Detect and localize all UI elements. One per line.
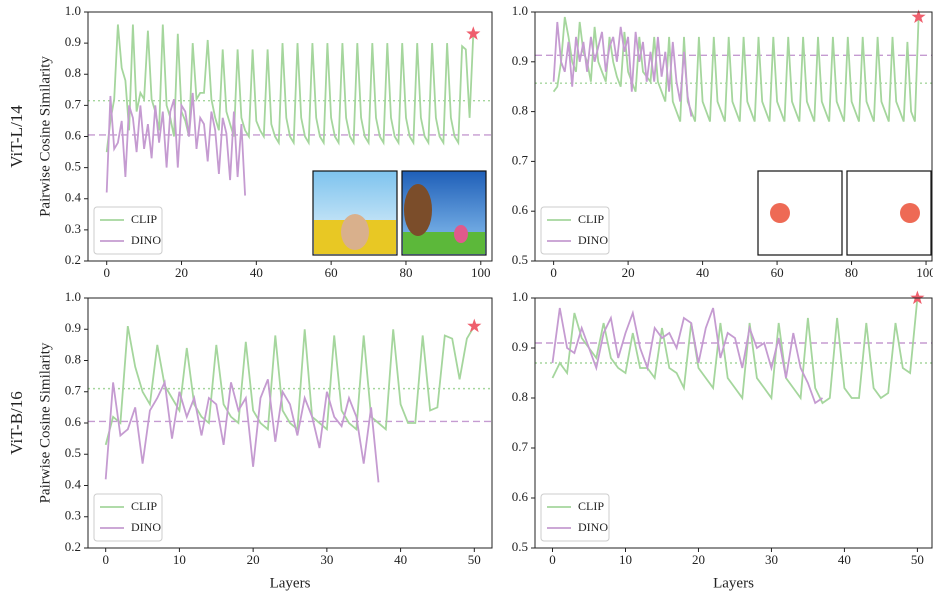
y-tick-label: 0.9	[65, 320, 81, 335]
row-label: ViT-L/14	[7, 105, 26, 168]
y-tick-label: 0.2	[65, 252, 81, 267]
y-tick-label: 0.4	[65, 476, 82, 491]
inset-egg	[454, 225, 468, 243]
plot-area: 0.2 0.3 0.4 0.5 0.6 0.7 0.8 0.9 1.0 0 20 40 60 80 100 C…	[7, 3, 493, 280]
x-tick-label: 80	[845, 265, 858, 280]
y-tick-label: 0.7	[65, 383, 82, 398]
series-line	[105, 92, 246, 196]
legend-label: CLIP	[578, 212, 604, 226]
x-tick-label: 80	[399, 265, 412, 280]
y-tick-label: 0.8	[512, 103, 528, 118]
y-tick-label: 0.7	[512, 439, 529, 454]
star-marker	[910, 290, 925, 305]
x-tick-label: 0	[102, 552, 109, 567]
inset-bunny	[404, 184, 432, 236]
legend-label: DINO	[131, 233, 161, 247]
series-line	[551, 297, 919, 405]
legend-box	[93, 206, 163, 255]
y-tick-label: 0.8	[512, 389, 528, 404]
y-tick-label: 0.8	[65, 65, 81, 80]
plot-area: 0.5 0.6 0.7 0.8 0.9 1.0 0 10 20 30 40 50 CLIP DINO Lay…	[512, 289, 933, 591]
y-tick-label: 1.0	[512, 3, 528, 18]
star-marker	[466, 26, 481, 40]
star-marker	[911, 9, 926, 23]
legend-label: DINO	[131, 520, 161, 534]
y-tick-label: 0.5	[65, 445, 81, 460]
legend-label: DINO	[578, 233, 608, 247]
y-tick-label: 0.3	[65, 221, 81, 236]
y-tick-label: 0.9	[65, 34, 81, 49]
axes-frame	[534, 11, 933, 262]
x-tick-label: 30	[765, 552, 778, 567]
y-tick-label: 0.5	[512, 539, 528, 554]
y-tick-label: 0.6	[512, 202, 529, 217]
x-tick-label: 40	[250, 265, 263, 280]
legend-label: DINO	[578, 520, 608, 534]
row-label: ViT-B/16	[7, 391, 26, 455]
series-line	[551, 307, 824, 405]
series-line	[552, 16, 920, 122]
inset-images	[312, 170, 932, 256]
legend-label: CLIP	[578, 499, 604, 513]
y-tick-label: 0.2	[65, 539, 81, 554]
x-tick-label: 20	[175, 265, 188, 280]
y-tick-label: 0.4	[65, 190, 82, 205]
series-line	[105, 24, 475, 153]
y-tick-label: 1.0	[65, 289, 81, 304]
x-tick-label: 20	[622, 265, 635, 280]
axes-frame	[87, 11, 493, 262]
y-tick-label: 0.5	[65, 159, 81, 174]
y-tick-label: 0.6	[512, 489, 529, 504]
y-tick-label: 0.6	[65, 127, 82, 142]
x-tick-label: 50	[468, 552, 481, 567]
x-axis-label: Layers	[713, 575, 754, 591]
y-tick-label: 1.0	[512, 289, 528, 304]
x-tick-label: 100	[916, 265, 933, 280]
inset-apple	[770, 203, 790, 223]
y-tick-label: 0.9	[512, 53, 528, 68]
inset-apple	[900, 203, 920, 223]
plot-area: 0.2 0.3 0.4 0.5 0.6 0.7 0.8 0.9 1.0 0 10 20 30 40 50 CL…	[7, 289, 493, 591]
x-tick-label: 10	[173, 552, 186, 567]
axes-frame	[534, 297, 933, 549]
legend-box	[540, 206, 610, 255]
inset-bunny	[341, 214, 369, 250]
x-tick-label: 40	[394, 552, 407, 567]
x-tick-label: 40	[838, 552, 851, 567]
x-tick-label: 20	[692, 552, 705, 567]
axes-frame	[87, 297, 493, 549]
y-tick-label: 0.8	[65, 351, 81, 366]
x-tick-label: 0	[103, 265, 110, 280]
series-line	[552, 21, 693, 117]
y-tick-label: 0.5	[512, 252, 528, 267]
series-line	[104, 378, 380, 483]
x-tick-label: 0	[549, 552, 556, 567]
y-tick-label: 1.0	[65, 3, 81, 18]
y-tick-label: 0.7	[65, 96, 82, 111]
legend-box	[93, 493, 163, 542]
y-tick-label: 0.6	[65, 414, 82, 429]
y-tick-label: 0.9	[512, 339, 528, 354]
legend-label: CLIP	[131, 499, 157, 513]
y-axis-label: Pairwise Cosine Similarity	[37, 56, 53, 217]
x-tick-label: 20	[247, 552, 260, 567]
x-tick-label: 60	[325, 265, 338, 280]
x-tick-label: 0	[550, 265, 557, 280]
series-line	[104, 325, 476, 446]
y-tick-label: 0.7	[512, 152, 529, 167]
x-axis-label: Layers	[270, 575, 311, 591]
x-tick-label: 10	[619, 552, 632, 567]
y-axis-label: Pairwise Cosine Similarity	[37, 342, 53, 503]
x-tick-label: 30	[320, 552, 333, 567]
x-tick-label: 40	[696, 265, 709, 280]
legend-box	[540, 493, 610, 542]
star-marker	[467, 318, 482, 333]
x-tick-label: 50	[911, 552, 924, 567]
x-tick-label: 100	[471, 265, 491, 280]
y-tick-label: 0.3	[65, 508, 81, 523]
x-tick-label: 60	[771, 265, 784, 280]
legend-label: CLIP	[131, 212, 157, 226]
plot-area: 0.5 0.6 0.7 0.8 0.9 1.0 0 20 40 60 80 100 CLIP DINO	[512, 3, 933, 280]
